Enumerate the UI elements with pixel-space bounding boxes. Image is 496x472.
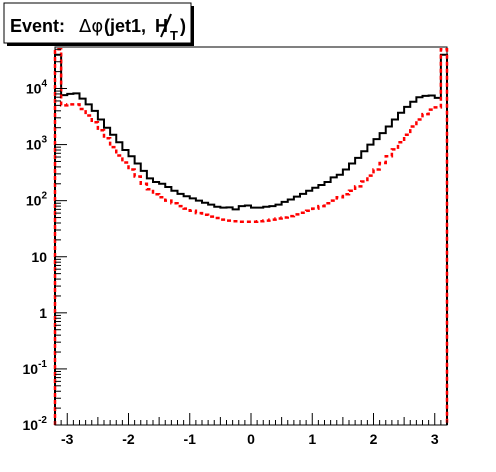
title-box: [3, 2, 192, 44]
y-tick-label: 10-2: [23, 415, 48, 433]
series-line-1: [53, 48, 449, 425]
x-tick-label: -1: [184, 431, 197, 447]
x-axis: -3 -2 -1 0 1 2 3: [54, 413, 448, 447]
x-tick-label: 0: [247, 431, 255, 447]
title-met-symbol: H: [155, 16, 168, 36]
title-box-shadow-bottom: [7, 43, 194, 46]
plot-frame: [54, 46, 448, 426]
x-tick-label: 2: [370, 431, 378, 447]
title-open: (jet1,: [104, 16, 146, 36]
y-tick-label: 10: [31, 249, 47, 265]
title-prefix: Event:: [10, 16, 65, 36]
title-close: ): [180, 16, 186, 36]
x-tick-label: 1: [308, 431, 316, 447]
y-tick-label: 10-1: [23, 359, 48, 377]
y-tick-label: 103: [26, 135, 48, 153]
title-delta-phi: Δφ: [79, 16, 103, 37]
y-tick-label: 102: [26, 191, 48, 209]
series-layer: [53, 48, 449, 425]
title-box-shadow: [191, 6, 194, 46]
x-tick-label: -2: [122, 431, 135, 447]
x-tick-label: -3: [61, 431, 74, 447]
series-line-0: [54, 53, 448, 425]
chart-title: Event: Δφ (jet1, H T ): [3, 2, 194, 46]
x-tick-label: 3: [431, 431, 439, 447]
title-met-slash: [160, 13, 172, 38]
y-tick-label: 104: [26, 79, 48, 97]
title-met-subscript: T: [170, 28, 178, 43]
y-tick-label: 1: [39, 305, 47, 321]
